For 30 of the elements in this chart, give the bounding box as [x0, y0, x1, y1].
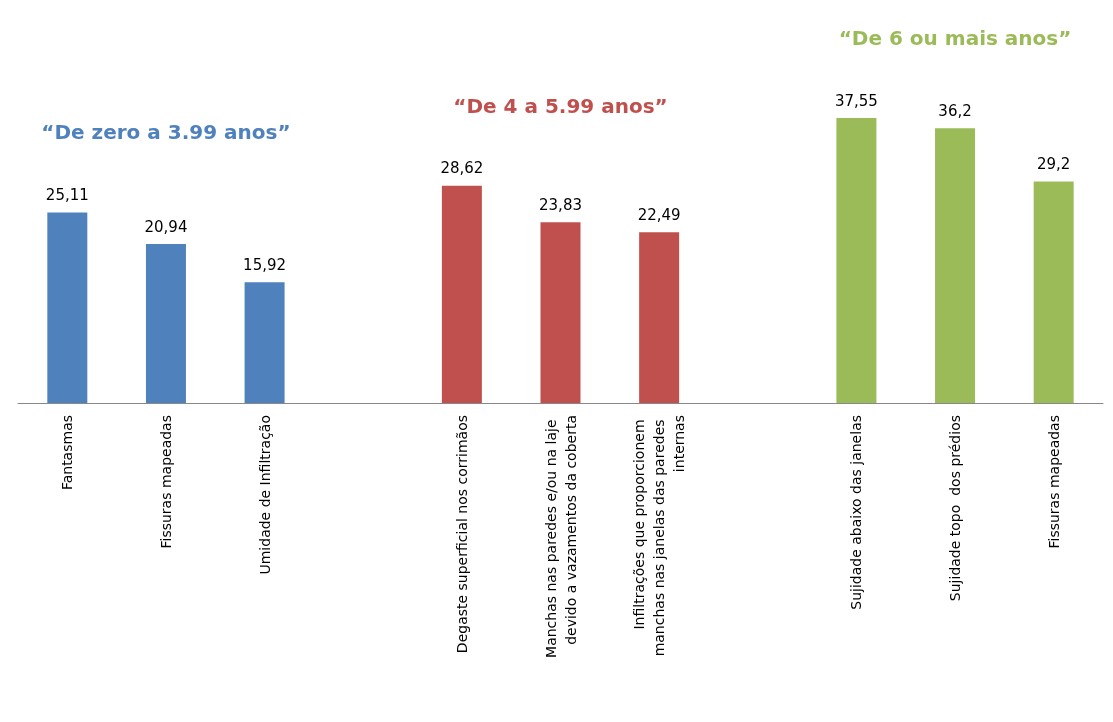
data-label: 25,11 [45, 185, 89, 204]
bar [540, 222, 581, 403]
text: “De 6 ou mais anos” [838, 26, 1072, 50]
data-label: 28,62 [440, 159, 484, 178]
bar [441, 185, 482, 403]
bar [639, 232, 680, 403]
data-label: 36,2 [938, 101, 972, 120]
x-tick-label: Fissuras mapeadas [157, 415, 174, 549]
x-tick-label: Fantasmas [59, 415, 76, 491]
data-label: 37,55 [834, 91, 878, 110]
bar [145, 244, 186, 403]
x-tick-label: Manchas nas paredes e/ou na laje devido a vazamentos da coberta [542, 415, 579, 658]
bar [47, 212, 88, 403]
text: “De zero a 3.99 anos” [41, 120, 291, 145]
data-label: 15,92 [243, 255, 287, 274]
data-label: 23,83 [539, 195, 582, 214]
x-tick-label: Sujidade topo dos prédios [947, 415, 964, 602]
bar [244, 282, 285, 403]
bar [935, 128, 976, 403]
bar [1033, 181, 1074, 403]
bar [836, 118, 877, 403]
x-tick-label: Sujidade abaixo das janelas [848, 415, 865, 610]
data-label: 20,94 [144, 217, 188, 236]
x-tick-label: Degaste superficial nos corrimãos [453, 415, 470, 654]
x-tick-label: Infiltrações que proporcionem manchas nas janelas das paredes internas [631, 415, 688, 657]
data-label: 22,49 [637, 205, 681, 224]
data-label: 29,2 [1036, 154, 1071, 173]
text: “De 4 a 5.99 anos” [453, 93, 668, 118]
x-tick-label: Fissuras mapeadas [1045, 415, 1062, 549]
x-tick-label: Umidade de Infiltração [256, 415, 273, 575]
